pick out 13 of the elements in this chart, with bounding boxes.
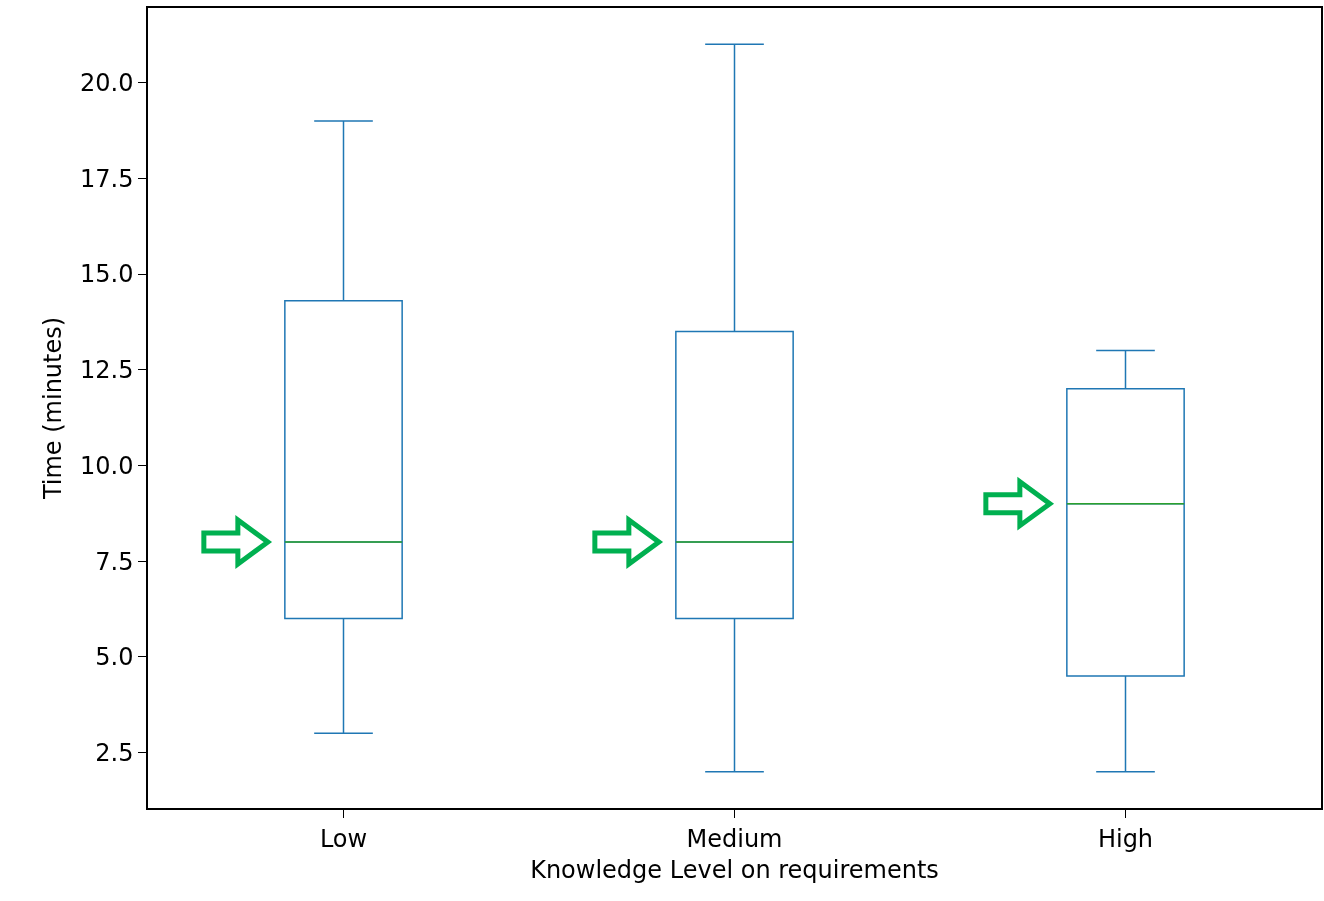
y-tick-label: 2.5 [95,738,134,767]
y-tick-label: 17.5 [80,164,134,193]
y-tick-label: 5.0 [95,643,134,672]
y-tick-label: 15.0 [80,260,134,289]
y-axis-title: Time (minutes) [38,316,67,501]
y-tick-label: 10.0 [80,451,134,480]
x-tick-label: Low [319,824,368,853]
x-tick-label: High [1097,824,1154,853]
x-tick-label: Medium [686,824,783,853]
y-tick-label: 12.5 [80,356,134,385]
x-axis-title: Knowledge Level on requirements [530,856,939,885]
y-tick-label: 7.5 [95,547,134,576]
y-tick-label: 20.0 [80,69,134,98]
